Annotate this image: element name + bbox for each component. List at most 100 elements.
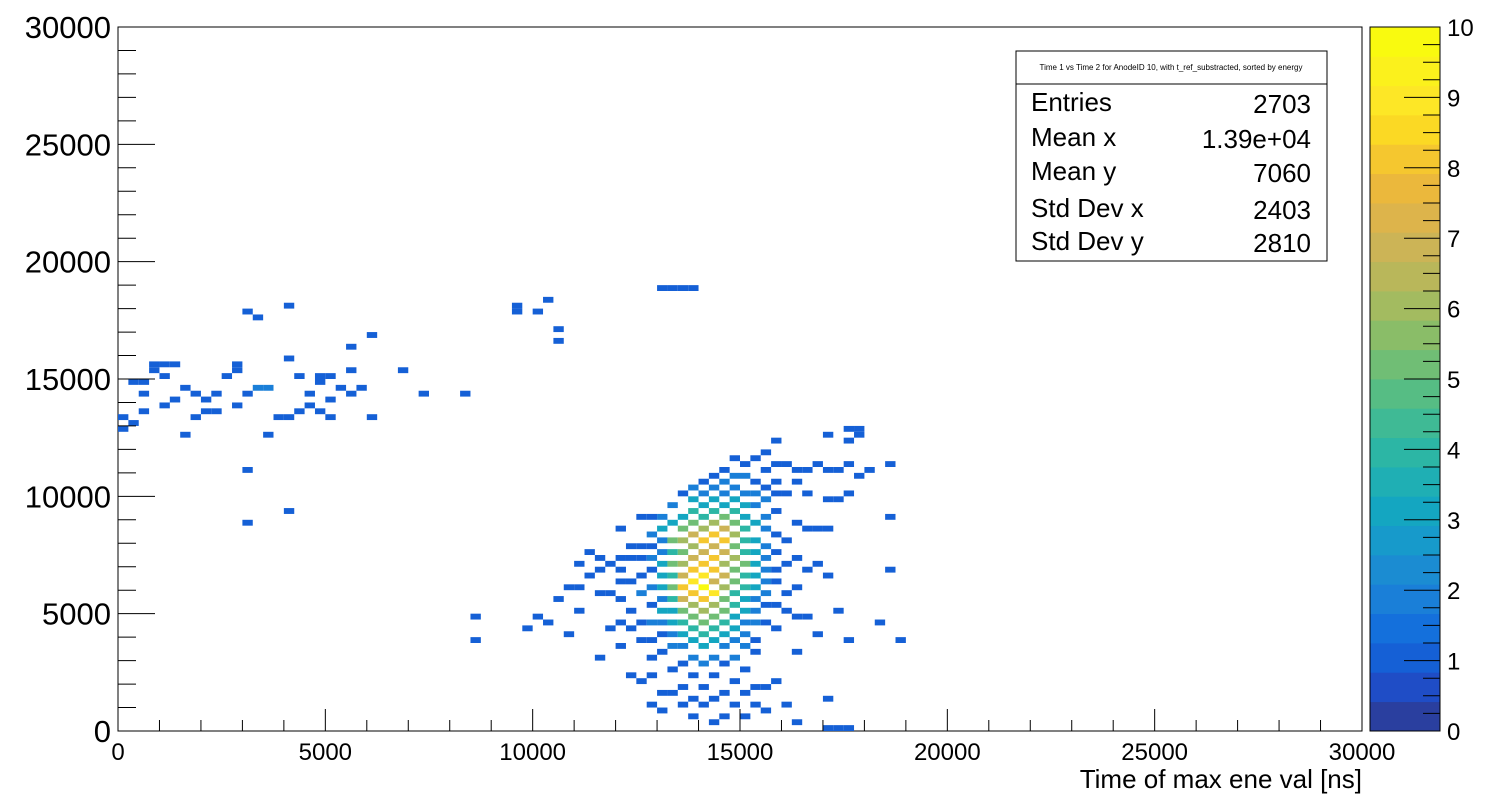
heatmap-cell [771,478,782,485]
colorbar-segment [1370,525,1440,556]
heatmap-cell [200,408,212,415]
heatmap-cell [740,472,751,479]
heatmap-cell [625,607,637,614]
heatmap-cell [740,461,751,467]
heatmap-cell [812,560,823,567]
heatmap-cell [740,643,751,649]
heatmap-cell [646,531,658,538]
heatmap-cell [843,461,855,467]
heatmap-cell [677,701,689,708]
heatmap-cell [657,689,668,696]
colorbar-segment [1370,291,1440,321]
heatmap-cell [802,490,813,497]
heatmap-cell [771,531,782,538]
heatmap-cell [636,637,647,643]
heatmap-cell [708,625,720,632]
heatmap-cell [750,560,761,567]
heatmap-cell [677,607,689,614]
y-tick-label: 15000 [25,362,111,397]
y-tick-label: 5000 [42,597,111,632]
heatmap-cell [760,578,772,585]
heatmap-cell [304,390,315,397]
heatmap-cell [605,560,616,567]
heatmap-cell [615,578,626,585]
heatmap-cell [646,637,658,643]
heatmap-cell [822,467,834,473]
heatmap-cell [636,555,647,561]
heatmap-cell [511,308,523,315]
heatmap-cell [418,390,429,397]
heatmap-cell [708,719,720,726]
heatmap-cell [677,560,689,567]
heatmap-cell [760,467,772,473]
colorbar-tick-label: 1 [1447,649,1460,676]
heatmap-cell [688,484,699,491]
heatmap-cell [625,672,637,679]
colorbar-tick-label: 10 [1447,15,1474,42]
heatmap-cell [688,543,699,550]
heatmap-cell [314,379,326,385]
heatmap-cell [802,467,813,473]
heatmap-cell [771,508,782,514]
heatmap-cell [719,631,730,638]
heatmap-cell [740,713,751,720]
heatmap-cell [200,396,212,403]
heatmap-cell [719,713,730,720]
heatmap-cell [874,619,886,626]
heatmap-cell [625,578,637,585]
heatmap-cell [740,689,751,696]
heatmap-cell [719,560,730,567]
heatmap-cell [729,543,740,550]
heatmap-cell [366,332,378,338]
heatmap-cell [625,625,637,632]
heatmap-cell [211,408,222,415]
heatmap-cell [667,643,678,649]
heatmap-cell [283,302,295,309]
heatmap-cell [708,484,720,491]
heatmap-cell [688,496,699,503]
heatmap-cell [750,490,761,497]
heatmap-cell [667,619,678,626]
colorbar-segment [1370,115,1440,145]
heatmap-cell [532,308,544,315]
y-tick-label: 25000 [25,127,111,162]
heatmap-cell [657,648,668,655]
heatmap-cell [791,613,803,620]
heatmap-cell [854,472,865,479]
stats-box: Time 1 vs Time 2 for AnodeID 10, with t_… [1015,50,1328,262]
heatmap-cell [760,543,772,550]
heatmap-cell [729,625,740,632]
stats-box-frame [1015,50,1328,262]
heatmap-cell [677,596,689,602]
heatmap-cell [698,619,709,626]
heatmap-cell [843,725,855,731]
heatmap-cell [563,631,575,638]
heatmap-cell [667,549,678,555]
heatmap-cell [532,613,544,620]
heatmap-cell [169,396,181,403]
heatmap-cell [667,560,678,567]
heatmap-cell [771,549,782,555]
heatmap-cell [760,496,772,503]
heatmap-cell [688,713,699,720]
heatmap-cell [688,695,699,702]
heatmap-cell [584,572,595,579]
heatmap-cell [729,519,740,526]
heatmap-cell [729,531,740,538]
heatmap-cell [885,566,896,573]
heatmap-cell [698,660,709,667]
x-tick-label: 0 [111,739,124,766]
heatmap-cell [719,643,730,649]
heatmap-cell [574,584,585,591]
heatmap-cell [708,613,720,620]
heatmap-cell [667,584,678,591]
heatmap-cell [242,519,253,526]
heatmap-cell [138,390,150,397]
heatmap-cell [677,643,689,649]
heatmap-cell [750,648,761,655]
colorbar-segment [1370,232,1440,263]
heatmap-cell [708,601,720,608]
colorbar-segment [1370,643,1440,673]
heatmap-cell [771,578,782,585]
colorbar-segment [1370,496,1440,527]
